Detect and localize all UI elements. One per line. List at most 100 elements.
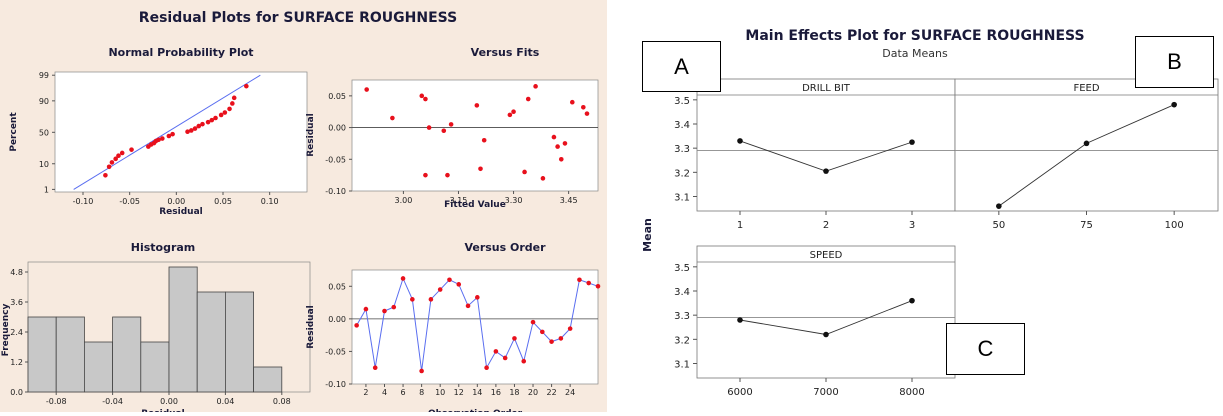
label-b-text: B bbox=[1167, 49, 1182, 74]
histogram-bar bbox=[84, 341, 114, 393]
normal-prob-point bbox=[213, 115, 218, 121]
normal-prob-plot-xlabel: Residual bbox=[159, 207, 202, 217]
histogram-ylabel: Frequency bbox=[1, 304, 11, 357]
versus-order-point bbox=[567, 326, 573, 331]
normal-prob-point bbox=[166, 133, 172, 139]
versus-order-point bbox=[595, 283, 601, 289]
histogram-xtick-label: -0.04 bbox=[102, 397, 123, 406]
feed-mean-point bbox=[1083, 140, 1090, 147]
drill-bit-panel-frame bbox=[696, 78, 956, 212]
histogram-bar bbox=[168, 266, 198, 393]
versus-order-xtick-label: 20 bbox=[528, 388, 538, 397]
normal-prob-xtick-label: 0.00 bbox=[167, 197, 185, 206]
versus-fits-point bbox=[562, 141, 568, 146]
drill-bit-xtick-label: 2 bbox=[823, 220, 829, 231]
versus-order-point bbox=[549, 339, 554, 344]
versus-fits-point bbox=[584, 111, 590, 116]
versus-fits-point bbox=[445, 172, 450, 178]
speed-ytick-label: 3.5 bbox=[674, 263, 690, 274]
versus-order-plot-area bbox=[351, 269, 599, 385]
versus-fits-point bbox=[481, 137, 487, 143]
drill-bit-ytick-label: 3.2 bbox=[674, 168, 690, 179]
versus-order-xtick-label: 24 bbox=[565, 388, 575, 397]
normal-prob-ytick-label: 50 bbox=[39, 128, 49, 137]
normal-prob-plot-title: Normal Probability Plot bbox=[108, 46, 253, 59]
histogram-bar bbox=[27, 316, 57, 393]
versus-fits-point bbox=[448, 122, 454, 127]
feed-mean-point bbox=[996, 203, 1002, 209]
versus-order-point bbox=[372, 365, 378, 371]
versus-order-point bbox=[447, 277, 452, 283]
versus-fits-point bbox=[507, 112, 513, 118]
normal-prob-point bbox=[231, 95, 237, 101]
versus-order-xtick-label: 2 bbox=[363, 388, 368, 397]
speed-mean-point bbox=[823, 331, 829, 338]
drill-bit-header-label: DRILL BIT bbox=[802, 83, 851, 94]
versus-fits-point bbox=[522, 169, 527, 175]
residual-plots-title: Residual Plots for SURFACE ROUGHNESS bbox=[139, 10, 457, 26]
versus-fits-ytick-label: -0.05 bbox=[325, 155, 346, 164]
main-effects-panel: Main Effects Plot for SURFACE ROUGHNESS … bbox=[621, 0, 1223, 412]
normal-prob-point bbox=[129, 147, 134, 152]
versus-fits-plot-area bbox=[351, 79, 599, 192]
versus-order-point bbox=[530, 319, 536, 325]
versus-order-xtick-label: 22 bbox=[546, 388, 556, 397]
histogram-bar bbox=[140, 341, 170, 393]
versus-order-xtick-label: 12 bbox=[454, 388, 464, 397]
versus-fits-point bbox=[419, 93, 425, 99]
versus-order-point bbox=[502, 355, 508, 361]
histogram-xtick-label: 0.04 bbox=[216, 397, 234, 406]
versus-order-point bbox=[465, 303, 471, 309]
versus-order-xtick-label: 10 bbox=[435, 388, 445, 397]
versus-order-point bbox=[484, 365, 489, 371]
versus-fits-point bbox=[525, 96, 531, 102]
speed-ytick-label: 3.3 bbox=[674, 311, 690, 322]
drill-bit-mean-point bbox=[823, 168, 829, 174]
versus-fits-plot-ylabel: Residual bbox=[306, 113, 316, 156]
versus-fits-point bbox=[478, 166, 483, 172]
versus-order-ytick-label: 0.05 bbox=[328, 282, 346, 291]
histogram-bar bbox=[112, 316, 142, 393]
normal-prob-ytick-label: 90 bbox=[39, 97, 49, 106]
versus-order-plot-title: Versus Order bbox=[464, 241, 546, 254]
label-box-a: A bbox=[642, 41, 721, 92]
speed-panel-frame bbox=[696, 245, 956, 379]
label-box-b: B bbox=[1135, 36, 1214, 88]
normal-prob-point bbox=[160, 136, 165, 141]
drill-bit-ytick-label: 3.1 bbox=[674, 193, 690, 204]
versus-order-xtick-label: 14 bbox=[472, 388, 482, 397]
normal-prob-point bbox=[116, 153, 121, 159]
versus-order-plot-ylabel: Residual bbox=[306, 305, 316, 348]
versus-order-point bbox=[558, 336, 564, 341]
normal-prob-plot-area bbox=[54, 71, 308, 193]
versus-order-point bbox=[456, 282, 462, 287]
versus-fits-ytick-label: 0.05 bbox=[328, 92, 346, 101]
versus-order-xtick-label: 18 bbox=[509, 388, 519, 397]
normal-prob-point bbox=[218, 112, 224, 118]
versus-order-ytick-label: -0.05 bbox=[325, 347, 346, 356]
versus-fits-point bbox=[569, 99, 575, 105]
normal-prob-ytick-label: 1 bbox=[44, 185, 49, 194]
histogram-xtick-label: 0.00 bbox=[160, 397, 178, 406]
label-c-text: C bbox=[977, 336, 994, 361]
versus-order-point bbox=[475, 295, 480, 300]
speed-xtick-label: 7000 bbox=[813, 387, 838, 398]
normal-prob-point bbox=[196, 123, 202, 129]
normal-prob-point bbox=[103, 172, 108, 178]
normal-prob-point bbox=[230, 101, 235, 106]
normal-prob-point bbox=[244, 83, 249, 89]
speed-ytick-label: 3.1 bbox=[674, 360, 690, 371]
histogram-xtick-label: 0.08 bbox=[273, 397, 291, 406]
main-effects-subtitle: Data Means bbox=[882, 47, 948, 60]
normal-prob-point bbox=[156, 137, 161, 143]
versus-fits-xtick-label: 3.30 bbox=[505, 196, 523, 205]
histogram-bar bbox=[55, 316, 85, 393]
versus-fits-point bbox=[390, 115, 395, 121]
drill-bit-mean-point bbox=[737, 138, 743, 144]
histogram-ytick-label: 4.8 bbox=[10, 268, 23, 277]
versus-fits-ytick-label: 0.00 bbox=[328, 124, 346, 133]
versus-fits-point bbox=[533, 84, 538, 89]
normal-prob-xtick-label: 0.05 bbox=[214, 197, 232, 206]
versus-order-point bbox=[382, 308, 387, 314]
versus-fits-point bbox=[364, 87, 369, 92]
